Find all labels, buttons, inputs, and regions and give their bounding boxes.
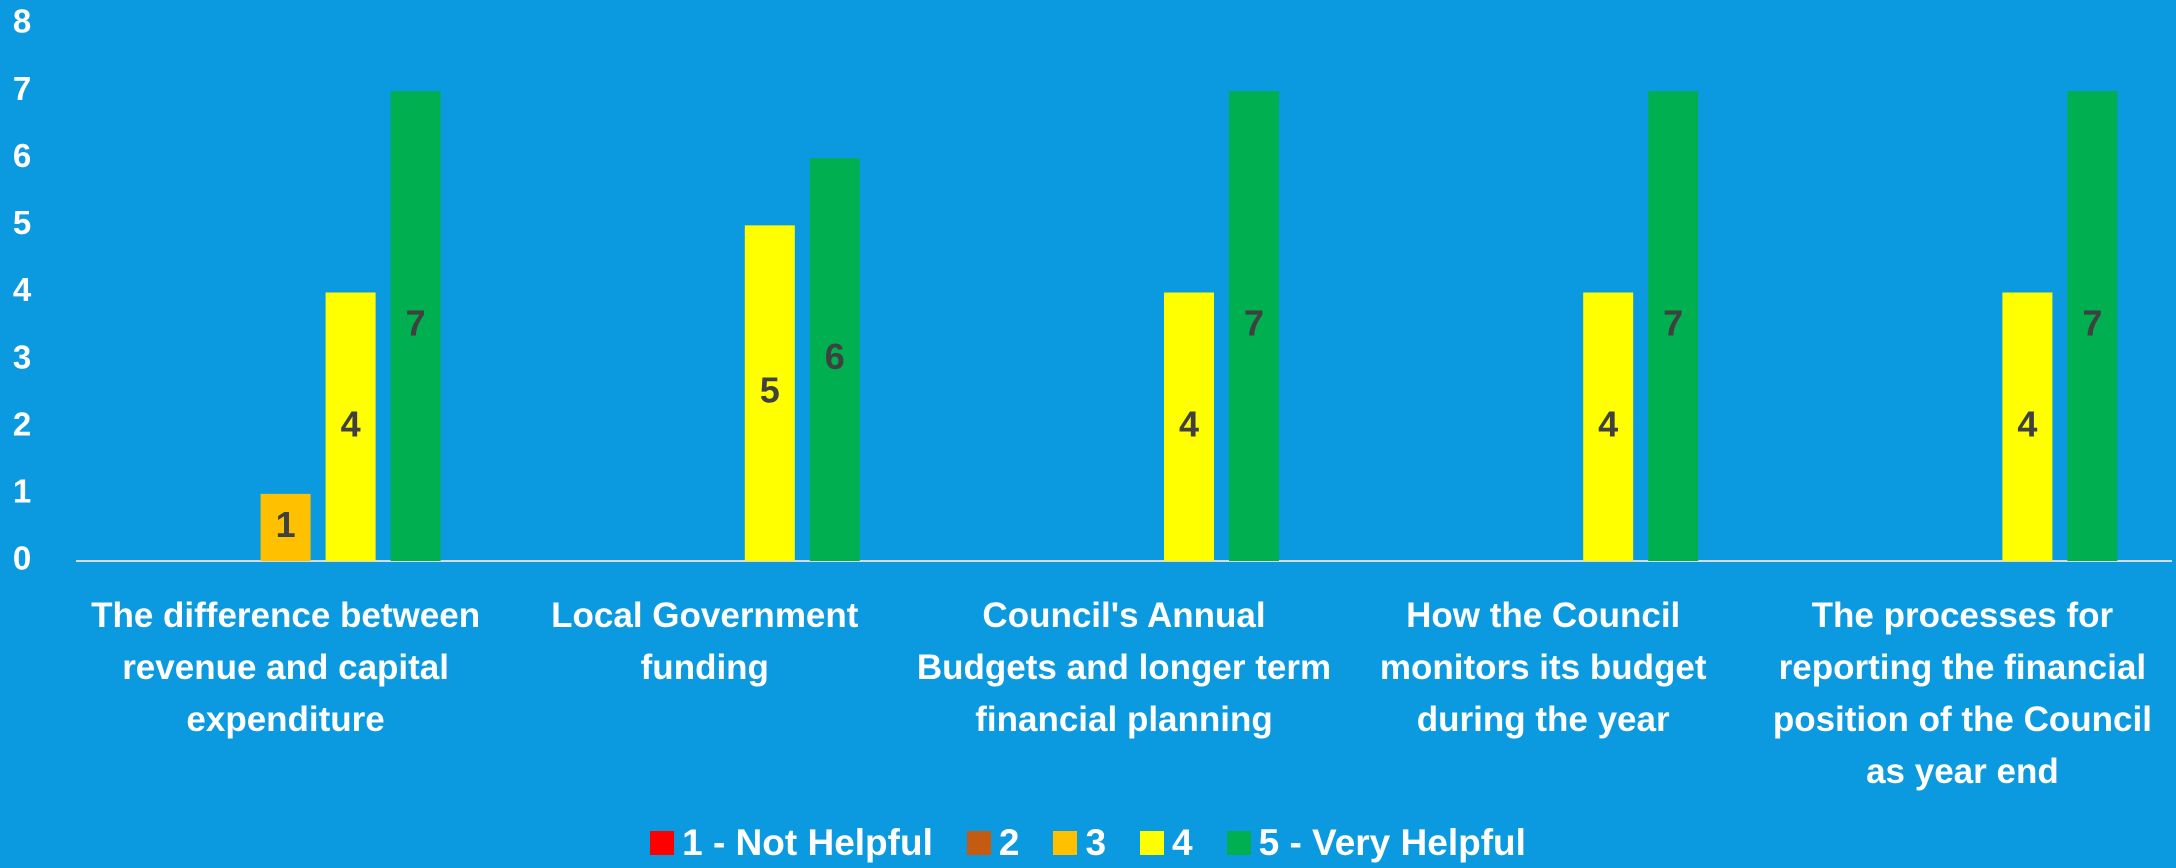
legend-label: 5 - Very Helpful bbox=[1258, 822, 1526, 863]
bar bbox=[1583, 292, 1634, 561]
bar bbox=[809, 158, 860, 561]
y-tick-label: 0 bbox=[13, 540, 31, 577]
bar bbox=[744, 225, 795, 561]
y-tick-label: 8 bbox=[13, 3, 31, 40]
value-label: 7 bbox=[406, 303, 426, 344]
legend: 1 - Not Helpful 2 3 4 5 - Very Helpful bbox=[0, 822, 2176, 864]
legend-label: 3 bbox=[1085, 822, 1107, 863]
value-label: 4 bbox=[1598, 403, 1618, 444]
bar bbox=[390, 91, 441, 561]
legend-label: 4 bbox=[1172, 822, 1193, 863]
y-tick-label: 2 bbox=[13, 405, 31, 442]
legend-item: 2 bbox=[966, 822, 1020, 864]
value-label: 5 bbox=[760, 370, 780, 411]
value-label: 1 bbox=[276, 504, 296, 545]
y-tick-label: 5 bbox=[13, 204, 31, 241]
y-tick-label: 7 bbox=[13, 70, 31, 107]
value-label: 4 bbox=[1179, 403, 1199, 444]
legend-item: 3 bbox=[1053, 822, 1106, 864]
bar bbox=[1648, 91, 1699, 561]
value-label: 4 bbox=[2017, 403, 2037, 444]
value-label: 6 bbox=[825, 336, 845, 377]
value-label: 7 bbox=[2082, 303, 2102, 344]
legend-label: 1 - Not Helpful bbox=[682, 822, 933, 863]
bar bbox=[1229, 91, 1279, 561]
x-tick-label: Council's Annual Budgets and longer term… bbox=[916, 596, 1332, 739]
x-tick-label: How the Council monitors its budget duri… bbox=[1379, 596, 1707, 739]
bar bbox=[2067, 91, 2118, 561]
legend-item: 5 - Very Helpful bbox=[1226, 822, 1526, 864]
bar bbox=[1164, 292, 1214, 561]
legend-label: 2 bbox=[998, 822, 1020, 863]
legend-swatch bbox=[650, 831, 675, 855]
legend-item: 4 bbox=[1140, 822, 1193, 864]
legend-swatch bbox=[1053, 831, 1078, 855]
value-label: 7 bbox=[1663, 303, 1683, 344]
x-tick-label: Local Government funding bbox=[551, 596, 859, 687]
bar bbox=[325, 292, 376, 561]
y-tick-label: 3 bbox=[13, 338, 31, 375]
bar bbox=[2002, 292, 2053, 561]
value-label: 7 bbox=[1244, 303, 1264, 344]
y-tick-label: 4 bbox=[13, 271, 32, 308]
legend-item: 1 - Not Helpful bbox=[650, 822, 933, 864]
bar bbox=[260, 493, 311, 561]
legend-swatch bbox=[1226, 831, 1251, 855]
y-tick-label: 6 bbox=[13, 137, 31, 174]
x-tick-label: The processes for reporting the financia… bbox=[1772, 596, 2152, 791]
value-label: 4 bbox=[341, 403, 361, 444]
y-tick-label: 1 bbox=[13, 473, 31, 510]
x-tick-label: The difference between revenue and capit… bbox=[91, 596, 481, 739]
legend-swatch bbox=[966, 831, 991, 855]
legend-swatch bbox=[1140, 831, 1165, 855]
